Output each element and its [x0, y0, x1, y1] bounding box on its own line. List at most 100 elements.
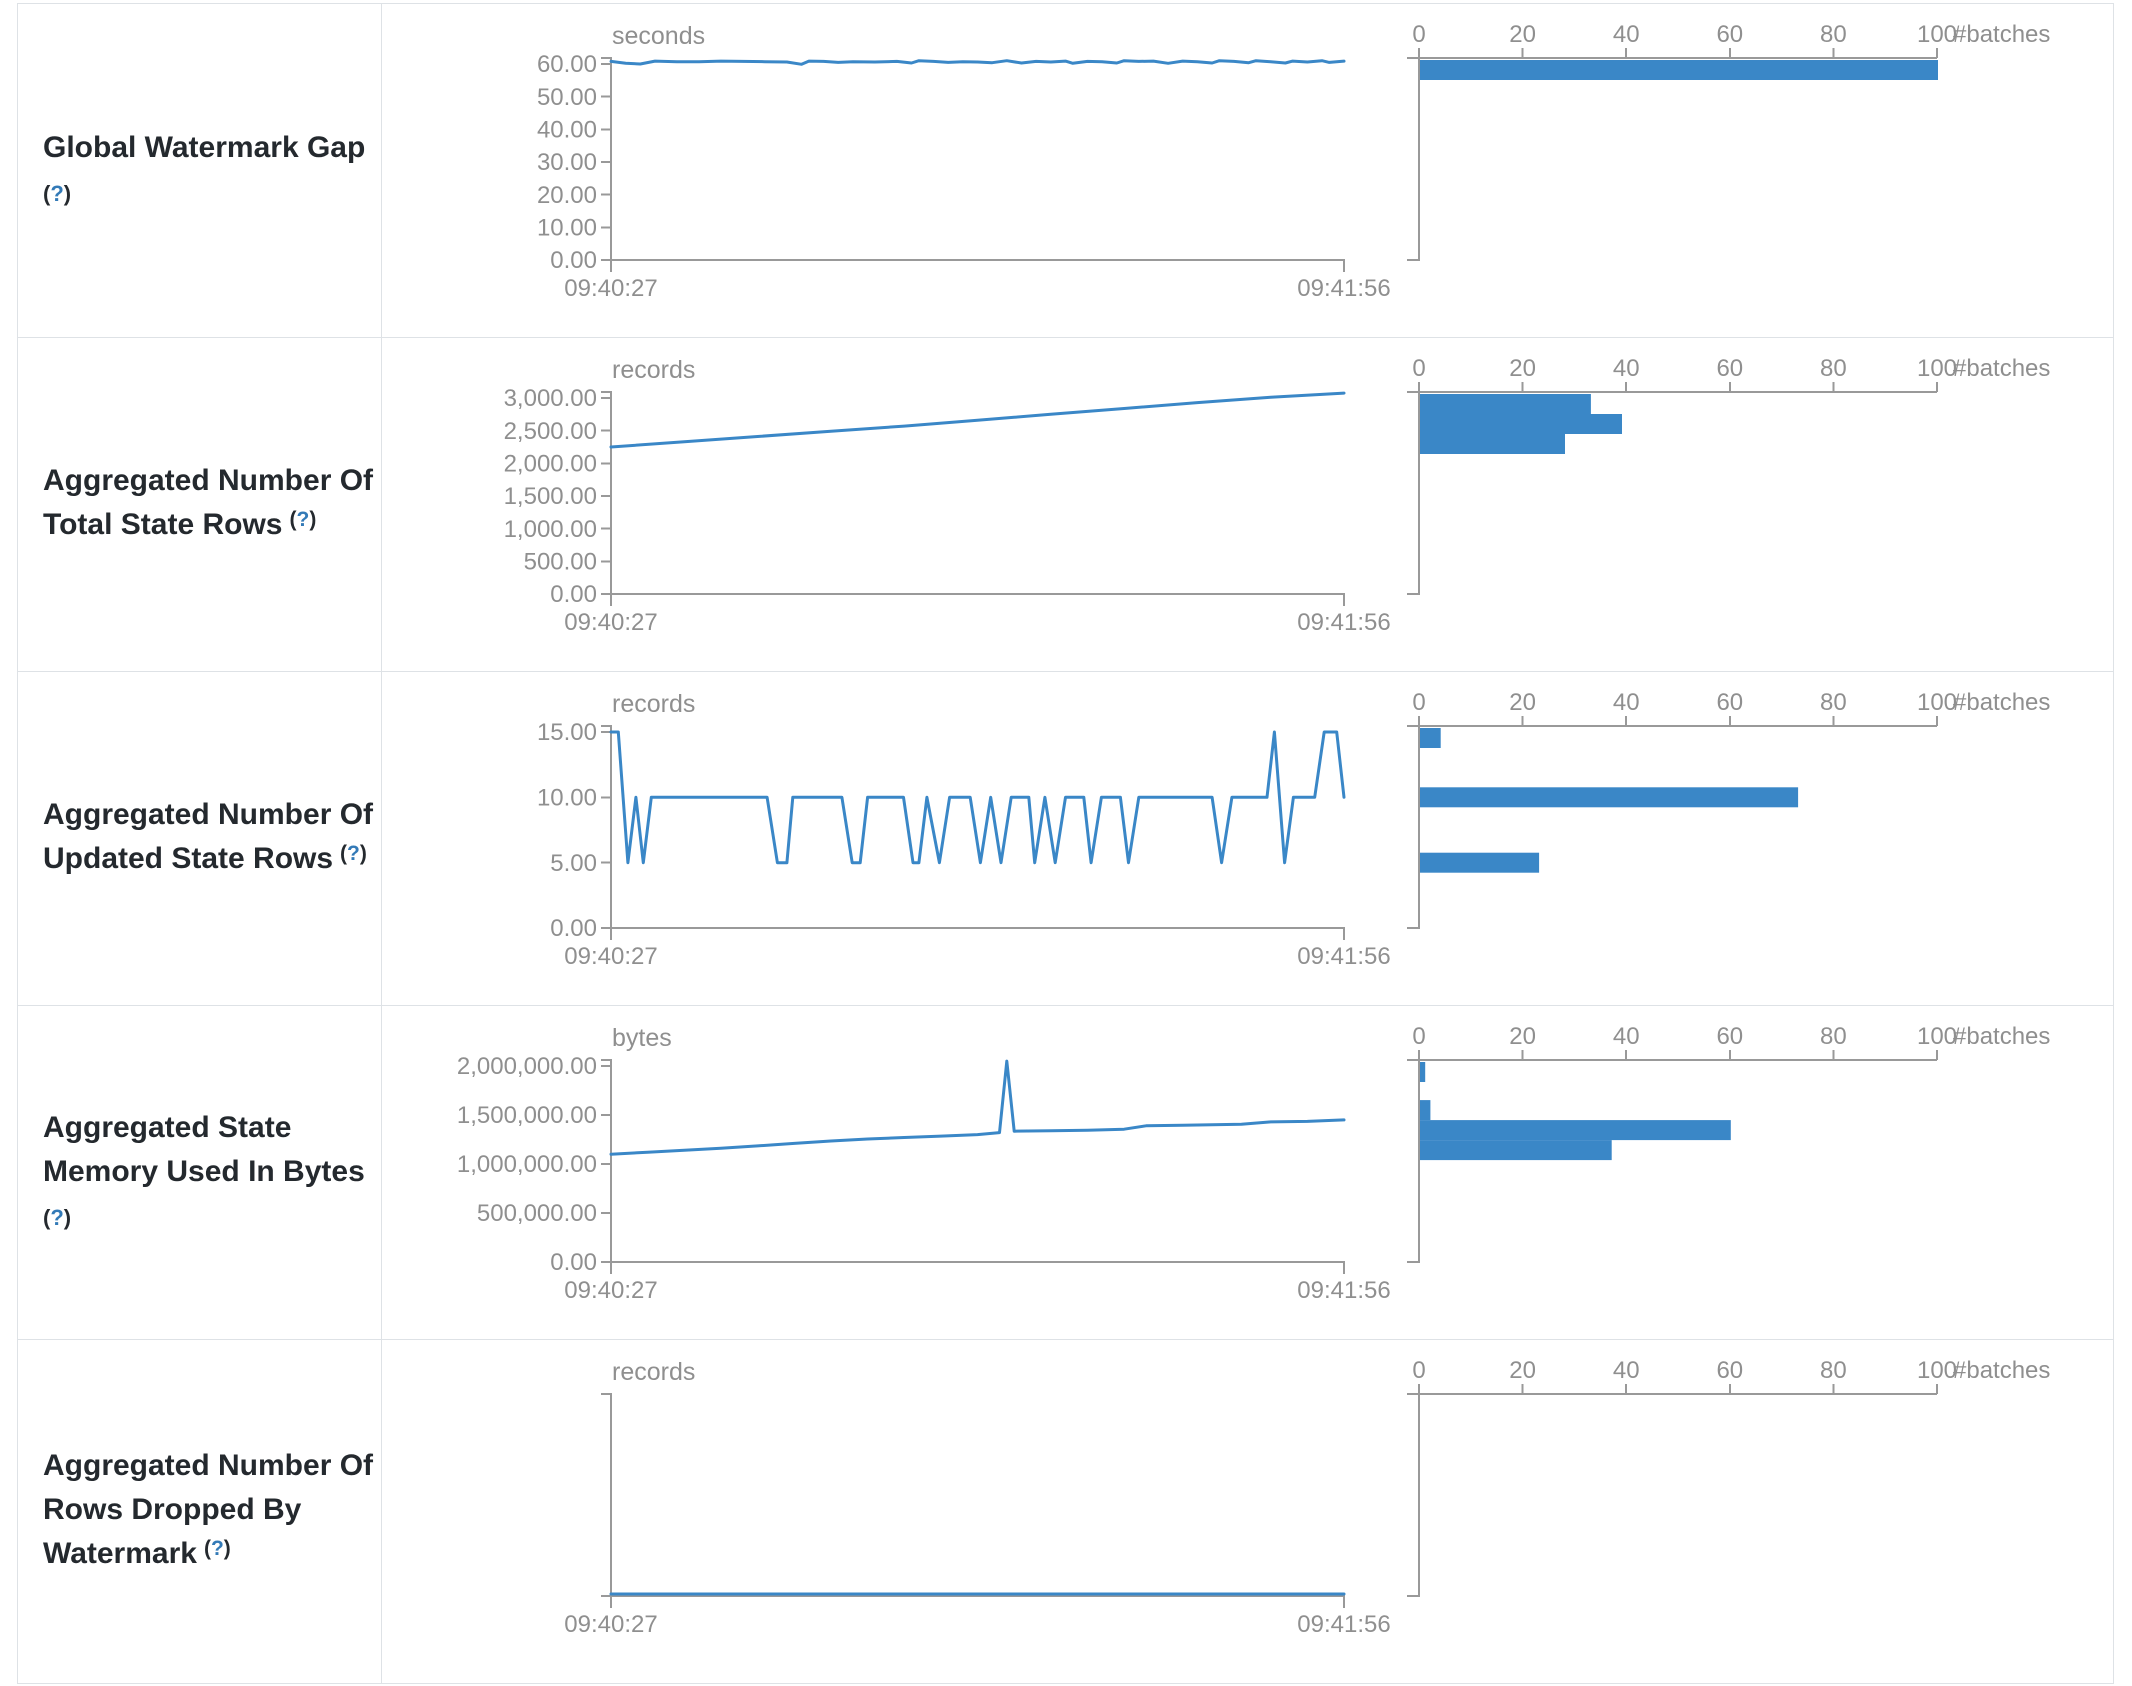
metric-label-line: Aggregated Number Of	[43, 1444, 373, 1488]
histogram-x-tick-label: 0	[1412, 21, 1425, 48]
timeline-unit-label: records	[612, 356, 695, 384]
timeline-y-axis	[601, 391, 612, 595]
histogram-y-axis	[1407, 726, 1420, 929]
timeline-y-tick-label: 3,000.00	[504, 385, 597, 412]
timeline-y-tick-label: 0.00	[550, 581, 597, 608]
timeline-data-line	[609, 391, 1346, 449]
histogram-x-tick-label: 60	[1716, 21, 1743, 48]
timeline-y-tick-label: 60.00	[537, 51, 597, 78]
metric-label-text: Aggregated Number Of	[43, 798, 374, 831]
histogram-bar	[1420, 852, 1540, 873]
timeline-start-time-label: 09:40:27	[564, 1277, 657, 1304]
histogram-x-tick-label: 60	[1716, 1357, 1743, 1384]
help-hint-link[interactable]: (?)	[289, 508, 317, 531]
histogram-x-tick-label: 0	[1412, 1023, 1425, 1050]
metric-row-aggregated-rows-dropped-by-watermark: Aggregated Number Of Rows Dropped By Water…	[18, 1339, 2113, 1683]
histogram-x-tick-label: 100	[1917, 689, 1957, 716]
question-mark-icon: ?	[50, 180, 64, 206]
metrics-charts-svg: records 09:40:27 09:41:56 0 20 40 60 80 100#batc…	[564, 1357, 2050, 1638]
metrics-charts-svg: bytes 2,000,000.00 1,500,000.00 1,000,000.0…	[457, 1023, 2051, 1304]
timeline-data-line	[609, 59, 1346, 66]
timeline-y-tick-label: 500,000.00	[477, 1200, 597, 1227]
timeline-y-tick-label: 500.00	[524, 548, 597, 575]
histogram-bar	[1420, 1120, 1731, 1141]
timeline-y-tick-label: 1,500,000.00	[457, 1102, 597, 1129]
timeline-x-axis	[610, 1595, 1345, 1608]
metric-label-text: Total State Rows	[43, 508, 283, 541]
timeline-y-tick-label: 2,000.00	[504, 450, 597, 477]
metric-label-aggregated-updated-state-rows: Aggregated Number Of Updated State Rows (?…	[18, 672, 382, 1005]
timeline-chart: bytes 2,000,000.00 1,500,000.00 1,000,000.0…	[457, 1024, 1391, 1304]
metric-label-aggregated-rows-dropped-by-watermark: Aggregated Number Of Rows Dropped By Water…	[18, 1340, 382, 1683]
timeline-y-tick-label: 0.00	[550, 247, 597, 274]
timeline-unit-label: records	[612, 690, 695, 718]
metric-label-line: (?)	[43, 1194, 369, 1240]
timeline-y-tick-label: 30.00	[537, 149, 597, 176]
help-hint-link[interactable]: (?)	[203, 1537, 231, 1560]
histogram-x-tick-label: 20	[1509, 1357, 1536, 1384]
timeline-y-tick-label: 50.00	[537, 84, 597, 111]
timeline-end-time-label: 09:41:56	[1297, 1611, 1390, 1638]
histogram-y-axis	[1407, 1394, 1420, 1597]
histogram-x-tick-label: 80	[1820, 21, 1847, 48]
metric-row-aggregated-state-memory-used: Aggregated State Memory Used In Bytes (?) b…	[18, 1005, 2113, 1339]
metric-label-line: Aggregated State	[43, 1106, 369, 1150]
metric-label-line: Watermark (?)	[43, 1532, 369, 1579]
histogram-unit-label: #batches	[1953, 1357, 2050, 1384]
timeline-x-axis	[610, 259, 1345, 272]
histogram-x-tick-label: 100	[1917, 1023, 1957, 1050]
histogram-x-tick-label: 0	[1412, 1357, 1425, 1384]
timeline-data-line	[609, 1059, 1346, 1156]
histogram-x-tick-label: 40	[1613, 355, 1640, 382]
metric-label-text: Watermark	[43, 1537, 197, 1570]
timeline-start-time-label: 09:40:27	[564, 275, 657, 302]
timeline-chart: records 3,000.00 2,500.00 2,000.00 1,500.00 1…	[504, 356, 1391, 636]
metric-label-line: Total State Rows (?)	[43, 503, 369, 550]
metric-label-text: Updated State Rows	[43, 842, 334, 875]
histogram-x-tick-label: 80	[1820, 1023, 1847, 1050]
timeline-unit-label: bytes	[612, 1024, 672, 1052]
timeline-end-time-label: 09:41:56	[1297, 275, 1390, 302]
histogram-bar	[1420, 1100, 1431, 1121]
timeline-y-tick-label: 5.00	[550, 850, 597, 877]
help-hint-link[interactable]: (?)	[43, 1204, 72, 1230]
metric-charts-cell: bytes 2,000,000.00 1,500,000.00 1,000,000.0…	[382, 1006, 2113, 1339]
histogram-x-tick-label: 100	[1917, 355, 1957, 382]
timeline-y-tick-label: 0.00	[550, 1249, 597, 1276]
histogram-x-tick-label: 60	[1716, 1023, 1743, 1050]
timeline-y-tick-label: 2,500.00	[504, 418, 597, 445]
histogram-x-tick-label: 20	[1509, 1023, 1536, 1050]
histogram-bar	[1420, 414, 1622, 434]
timeline-y-tick-label: 40.00	[537, 116, 597, 143]
timeline-x-axis	[610, 593, 1345, 606]
histogram-y-axis	[1407, 58, 1420, 261]
metric-label-global-watermark-gap: Global Watermark Gap (?)	[18, 4, 382, 337]
histogram-chart: 0 20 40 60 80 100#batches	[1407, 21, 2050, 261]
timeline-y-tick-label: 10.00	[537, 214, 597, 241]
help-hint-link[interactable]: (?)	[340, 842, 367, 865]
metric-label-text: Aggregated Number Of	[43, 1449, 374, 1482]
histogram-x-tick-label: 60	[1716, 355, 1743, 382]
question-mark-icon: ?	[347, 842, 360, 865]
timeline-start-time-label: 09:40:27	[564, 609, 657, 636]
streaming-statistics-table: Global Watermark Gap (?) seconds 60.00 50.00…	[17, 3, 2114, 1684]
metric-label-text: Memory Used In Bytes	[43, 1154, 365, 1188]
metric-label-text: Rows Dropped By	[43, 1493, 302, 1526]
timeline-x-axis	[610, 927, 1345, 940]
timeline-end-time-label: 09:41:56	[1297, 943, 1390, 970]
histogram-unit-label: #batches	[1953, 689, 2050, 716]
histogram-unit-label: #batches	[1953, 1023, 2050, 1050]
histogram-x-tick-label: 100	[1917, 1357, 1957, 1384]
metric-label-line: Aggregated Number Of	[43, 793, 373, 837]
histogram-x-tick-label: 0	[1412, 689, 1425, 716]
metric-charts-cell: records 15.00 10.00 5.00 0.00 09:40:27 09:41:5…	[382, 672, 2113, 1005]
timeline-end-time-label: 09:41:56	[1297, 609, 1390, 636]
question-mark-icon: ?	[210, 1537, 224, 1560]
histogram-chart: 0 20 40 60 80 100#batches	[1407, 355, 2050, 595]
help-hint-link[interactable]: (?)	[43, 180, 72, 206]
histogram-x-tick-label: 80	[1820, 689, 1847, 716]
histogram-bar	[1420, 787, 1799, 808]
histogram-x-tick-label: 20	[1509, 21, 1536, 48]
metric-label-line: Global Watermark Gap	[43, 126, 369, 170]
